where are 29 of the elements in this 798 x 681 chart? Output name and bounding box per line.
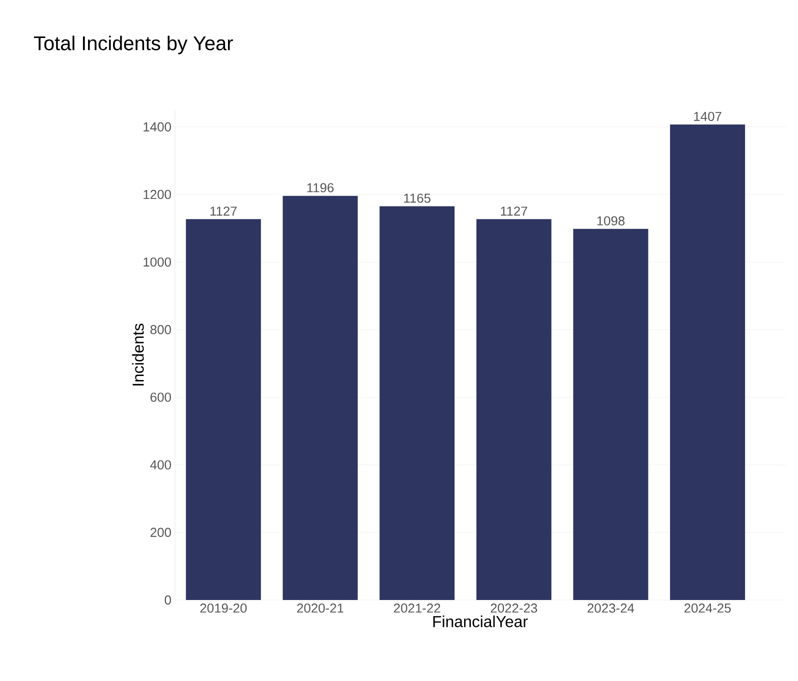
x-tick-label: 2020-21 (297, 604, 344, 613)
x-tick-label: 2024-25 (684, 604, 731, 613)
y-axis-title: Incidents (132, 324, 144, 386)
bar (380, 206, 455, 600)
bar (573, 228, 648, 600)
x-axis-title: FinancialYear (433, 616, 528, 628)
data-label: 1196 (307, 183, 334, 192)
data-label: 1127 (500, 206, 528, 216)
bar (670, 124, 746, 600)
x-tick-label: 2021-22 (394, 604, 440, 613)
y-tick-label: 200 (150, 528, 171, 537)
data-label: 1127 (210, 206, 237, 216)
y-tick-label: 600 (150, 392, 171, 402)
y-tick-label: 0 (164, 595, 171, 605)
x-tick-label: 2019-20 (200, 604, 247, 613)
data-label: 1407 (694, 112, 722, 121)
y-tick-label: 1200 (144, 190, 171, 200)
y-tick-label: 800 (150, 325, 171, 334)
x-tick-label: 2022-23 (490, 604, 538, 613)
y-tick-label: 1000 (144, 257, 171, 267)
bar (186, 219, 261, 600)
x-tick-label: 2023-24 (588, 604, 634, 613)
data-label: 1098 (597, 216, 625, 226)
bar (282, 196, 358, 600)
y-tick-label: 1400 (144, 122, 171, 132)
y-tick-label: 400 (150, 460, 171, 470)
bar (476, 219, 552, 600)
data-label: 1165 (404, 194, 430, 203)
chart-title: Total Incidents by Year (34, 36, 233, 54)
